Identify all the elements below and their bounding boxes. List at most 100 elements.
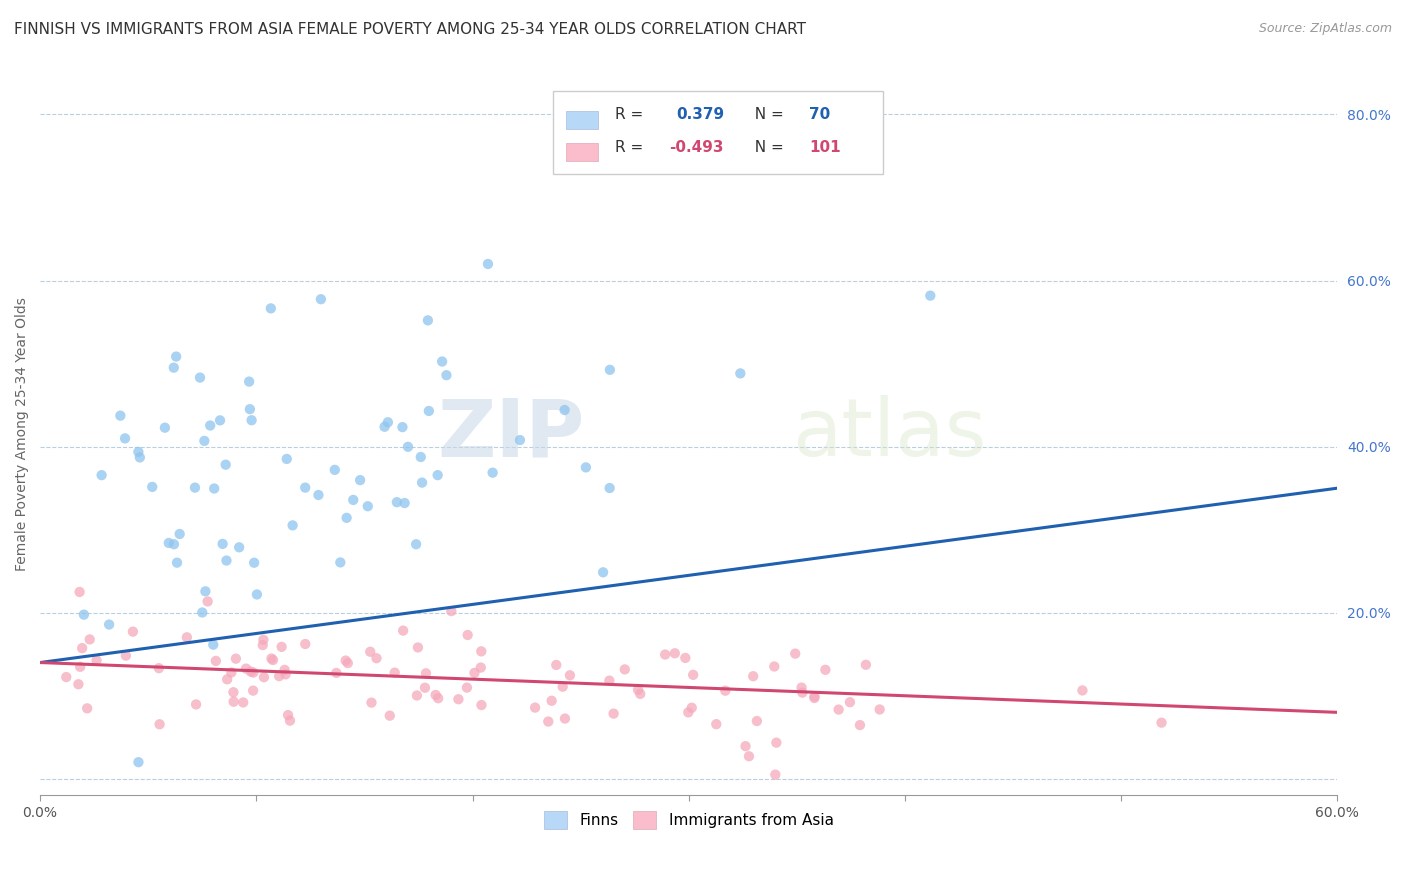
- Point: [681, 700, 703, 714]
- Point: [325, 665, 347, 680]
- Point: [427, 691, 450, 706]
- Point: [222, 685, 245, 699]
- Point: [598, 673, 620, 688]
- Point: [215, 458, 238, 472]
- Point: [1150, 715, 1173, 730]
- Point: [335, 654, 357, 668]
- Text: 101: 101: [810, 140, 841, 155]
- Point: [814, 663, 837, 677]
- FancyBboxPatch shape: [553, 91, 883, 174]
- Point: [221, 665, 243, 680]
- Text: ZIP: ZIP: [437, 395, 585, 473]
- Point: [110, 409, 132, 423]
- Point: [481, 466, 503, 480]
- Point: [554, 712, 576, 726]
- Point: [470, 698, 492, 712]
- Point: [558, 668, 581, 682]
- Point: [208, 413, 231, 427]
- Point: [394, 496, 416, 510]
- Point: [276, 451, 298, 466]
- Point: [252, 638, 274, 652]
- Point: [281, 518, 304, 533]
- Point: [342, 492, 364, 507]
- Point: [704, 717, 727, 731]
- Point: [396, 440, 419, 454]
- Point: [827, 703, 849, 717]
- Point: [336, 656, 359, 670]
- Text: 0.379: 0.379: [676, 107, 724, 122]
- Point: [406, 640, 429, 655]
- Point: [141, 480, 163, 494]
- Point: [349, 473, 371, 487]
- Point: [163, 537, 186, 551]
- Point: [377, 415, 399, 429]
- Point: [425, 688, 447, 702]
- Point: [69, 585, 91, 599]
- Point: [157, 536, 180, 550]
- Point: [509, 433, 531, 447]
- Point: [599, 363, 621, 377]
- Point: [470, 644, 492, 658]
- Point: [242, 683, 264, 698]
- Point: [1071, 683, 1094, 698]
- Point: [763, 767, 786, 781]
- Point: [184, 481, 207, 495]
- Point: [153, 420, 176, 434]
- Point: [274, 667, 297, 681]
- Point: [260, 301, 283, 316]
- Point: [163, 360, 186, 375]
- Point: [308, 488, 330, 502]
- Point: [232, 695, 254, 709]
- Point: [336, 511, 359, 525]
- Point: [67, 677, 90, 691]
- Point: [540, 694, 562, 708]
- Point: [149, 717, 172, 731]
- Point: [211, 537, 233, 551]
- Point: [114, 431, 136, 445]
- Point: [309, 292, 332, 306]
- Point: [191, 606, 214, 620]
- Point: [734, 739, 756, 754]
- Point: [537, 714, 560, 729]
- Text: N =: N =: [745, 107, 789, 122]
- Point: [184, 698, 207, 712]
- Point: [792, 685, 814, 699]
- Point: [98, 617, 121, 632]
- Point: [413, 681, 436, 695]
- Point: [374, 419, 396, 434]
- Point: [166, 556, 188, 570]
- Point: [575, 460, 598, 475]
- Point: [193, 434, 215, 448]
- Y-axis label: Female Poverty Among 25-34 Year Olds: Female Poverty Among 25-34 Year Olds: [15, 297, 30, 571]
- Point: [765, 736, 787, 750]
- Point: [426, 468, 449, 483]
- Point: [384, 665, 406, 680]
- Point: [215, 553, 238, 567]
- Point: [628, 687, 651, 701]
- Point: [803, 690, 825, 704]
- Point: [592, 566, 614, 580]
- Point: [86, 653, 108, 667]
- Point: [524, 700, 547, 714]
- Point: [366, 651, 388, 665]
- Point: [673, 651, 696, 665]
- Point: [839, 695, 862, 709]
- Point: [294, 481, 316, 495]
- Point: [714, 683, 737, 698]
- Point: [803, 691, 825, 706]
- Point: [127, 755, 149, 769]
- Point: [920, 288, 942, 302]
- Point: [409, 450, 432, 464]
- Point: [447, 692, 470, 706]
- Point: [359, 645, 381, 659]
- Point: [323, 463, 346, 477]
- Point: [457, 628, 479, 642]
- Point: [128, 450, 150, 465]
- Point: [357, 500, 380, 514]
- Point: [148, 661, 170, 675]
- Point: [416, 313, 439, 327]
- Point: [239, 665, 262, 679]
- Point: [682, 668, 704, 682]
- Point: [440, 604, 463, 618]
- Point: [599, 481, 621, 495]
